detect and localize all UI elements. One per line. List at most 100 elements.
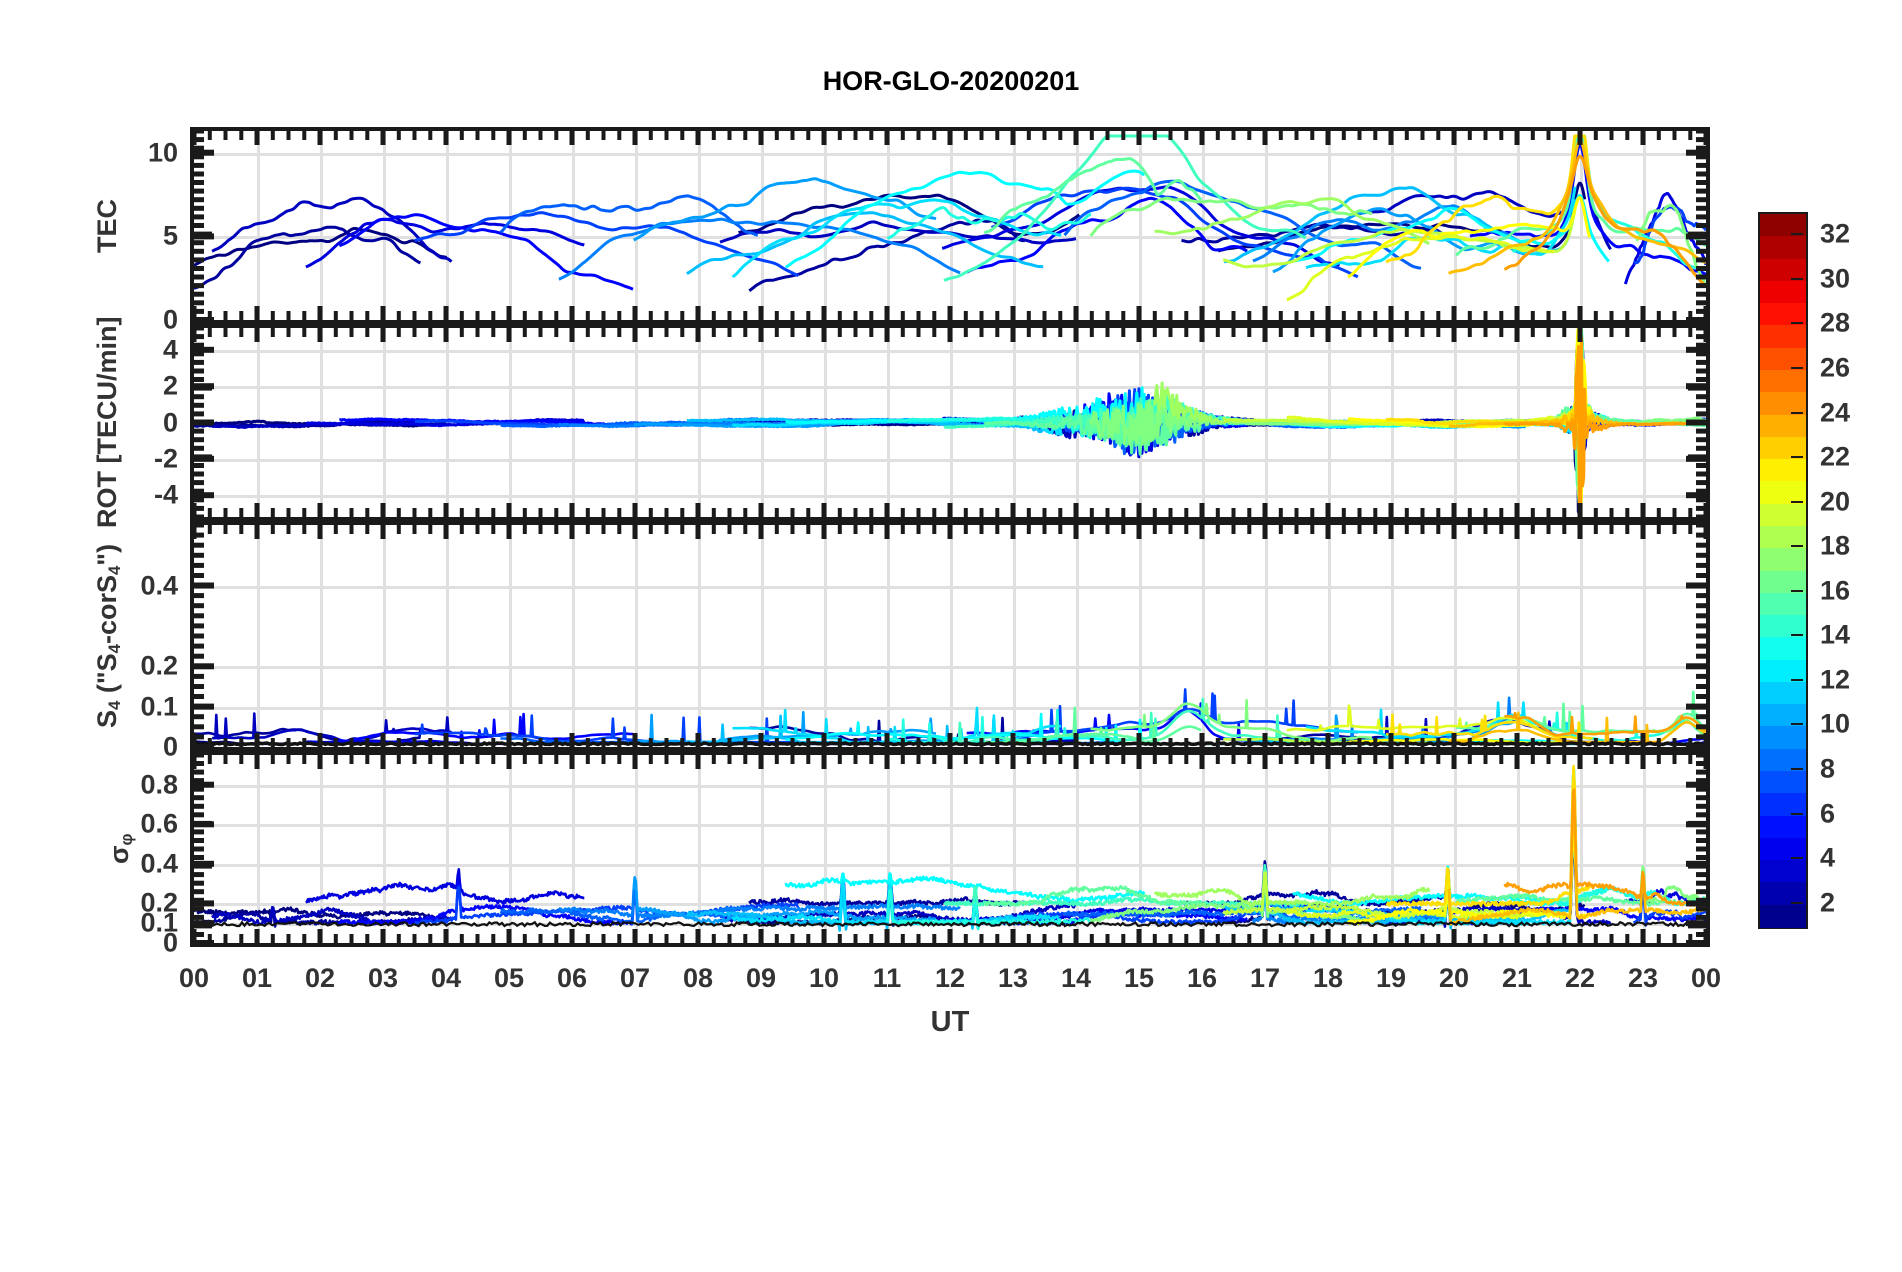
colorbar-tick <box>1791 411 1803 414</box>
colorbar-tick <box>1791 634 1803 637</box>
x-tick-label: 14 <box>1060 963 1092 993</box>
data-series-line <box>1385 134 1595 264</box>
data-series-line <box>1153 870 1431 907</box>
data-series-line <box>1454 775 1706 907</box>
gridline-vertical <box>446 755 449 943</box>
colorbar-tick <box>1791 723 1803 726</box>
data-series-line <box>990 186 1359 279</box>
data-series-line <box>1089 398 1373 446</box>
colorbar-tick-label: 6 <box>1820 798 1836 829</box>
colorbar-band <box>1760 637 1806 661</box>
gridline-vertical <box>1265 131 1268 320</box>
data-series-line <box>1448 139 1706 275</box>
colorbar-tick-label: 2 <box>1820 887 1836 918</box>
x-tick-label: 18 <box>1312 963 1344 993</box>
gridline-vertical <box>257 755 260 943</box>
data-series-line <box>731 880 1062 926</box>
series-layer-rot <box>194 328 1706 517</box>
colorbar-tick <box>1791 322 1803 325</box>
data-series-line <box>991 688 1358 744</box>
colorbar-band <box>1760 525 1806 549</box>
data-series-line <box>1447 805 1706 926</box>
colorbar-band <box>1760 436 1806 460</box>
y-tick-label: 0.1 <box>140 691 178 722</box>
gridline-vertical <box>761 525 764 747</box>
x-tick-label: 12 <box>934 963 966 993</box>
data-series-line <box>1272 207 1527 274</box>
y-tick-label: 5 <box>162 220 178 251</box>
data-series-line <box>1504 711 1706 737</box>
colorbar-band <box>1760 882 1806 906</box>
data-series-line <box>1089 196 1373 237</box>
data-series-line <box>338 213 634 291</box>
data-series-line <box>886 206 1092 240</box>
data-series-line <box>633 177 937 242</box>
gridline-vertical <box>1454 131 1457 320</box>
y-tick-label: 0 <box>162 927 178 958</box>
colorbar-tick <box>1791 589 1803 592</box>
colorbar-tick <box>1791 366 1803 369</box>
colorbar-band <box>1760 793 1806 817</box>
gridline-vertical <box>1454 525 1457 747</box>
gridline-vertical <box>572 755 575 943</box>
colorbar-band <box>1760 726 1806 750</box>
colorbar-tick-label: 26 <box>1820 352 1851 383</box>
colorbar-band <box>1760 815 1806 839</box>
data-series-line <box>305 217 585 269</box>
gridline-horizontal <box>194 236 1706 240</box>
gridline-vertical <box>950 525 953 747</box>
colorbar-band <box>1760 481 1806 505</box>
colorbar-gradient <box>1758 212 1808 929</box>
data-series-line <box>1633 205 1706 265</box>
data-series-line <box>1503 154 1706 287</box>
gridline-vertical <box>1580 755 1583 943</box>
colorbar-tick-label: 4 <box>1820 842 1836 873</box>
colorbar-band <box>1760 325 1806 349</box>
gridline-vertical <box>1265 755 1268 943</box>
x-tick-label: 03 <box>367 963 399 993</box>
data-series-line <box>983 157 1203 235</box>
colorbar-tick <box>1791 500 1803 503</box>
colorbar-tick-label: 20 <box>1820 486 1851 517</box>
colorbar-band <box>1760 681 1806 705</box>
data-series-line <box>784 169 1146 269</box>
colorbar-band <box>1760 704 1806 728</box>
y-tick-label: 0.4 <box>140 848 178 879</box>
data-series-line <box>339 712 634 743</box>
colorbar-band <box>1760 904 1806 928</box>
gridline-vertical <box>446 525 449 747</box>
gridline-vertical <box>1328 755 1331 943</box>
data-series-line <box>748 218 1026 292</box>
series-layer-s4 <box>194 688 1706 747</box>
gridline-horizontal <box>194 863 1706 867</box>
gridline-vertical <box>1013 755 1016 943</box>
gridline-horizontal <box>194 458 1706 462</box>
x-tick-label: 04 <box>430 963 462 993</box>
x-axis-label: UT <box>930 1006 970 1038</box>
data-series-line <box>338 881 635 926</box>
gridline-vertical <box>1517 755 1520 943</box>
data-series-line <box>686 211 1044 275</box>
data-series-line <box>1385 713 1593 740</box>
data-series-line <box>1222 790 1577 920</box>
colorbar-band <box>1760 347 1806 371</box>
y-tick-label: 0.1 <box>140 907 178 938</box>
colorbar-tick <box>1791 812 1803 815</box>
colorbar-band <box>1760 615 1806 638</box>
data-series-line <box>983 885 1202 907</box>
data-series-line <box>1090 699 1373 743</box>
gridline-vertical <box>698 131 701 320</box>
gridline-vertical <box>761 755 764 943</box>
data-series-line <box>194 226 448 267</box>
gridline-horizontal <box>194 386 1706 390</box>
gridline-vertical <box>1328 525 1331 747</box>
gridline-vertical <box>887 525 890 747</box>
data-series-line <box>1154 197 1430 245</box>
gridline-vertical <box>1580 525 1583 747</box>
gridline-vertical <box>1139 525 1142 747</box>
baseline-trace <box>194 920 1706 928</box>
colorbar-tick-label: 32 <box>1820 218 1851 249</box>
data-series-line <box>1635 865 1706 904</box>
colorbar-tick-label: 10 <box>1820 708 1851 739</box>
colorbar-tick <box>1791 678 1803 681</box>
